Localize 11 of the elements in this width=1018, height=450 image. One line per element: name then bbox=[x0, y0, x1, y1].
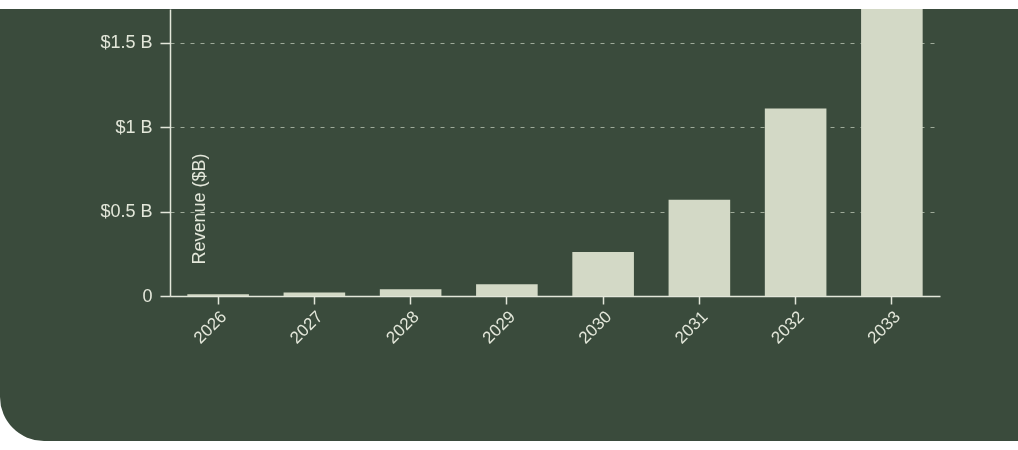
bar bbox=[476, 284, 538, 296]
y-axis-title: Revenue ($B) bbox=[188, 153, 209, 265]
bar bbox=[861, 9, 923, 296]
y-tick-label: 0 bbox=[142, 285, 153, 306]
bar bbox=[668, 199, 731, 296]
bar bbox=[572, 252, 634, 296]
bar bbox=[379, 289, 442, 296]
bar bbox=[764, 108, 827, 296]
y-tick-label: $1.5 B bbox=[100, 32, 153, 53]
y-tick-label: $1 B bbox=[115, 116, 153, 137]
y-tick-label: $0.5 B bbox=[100, 201, 153, 222]
